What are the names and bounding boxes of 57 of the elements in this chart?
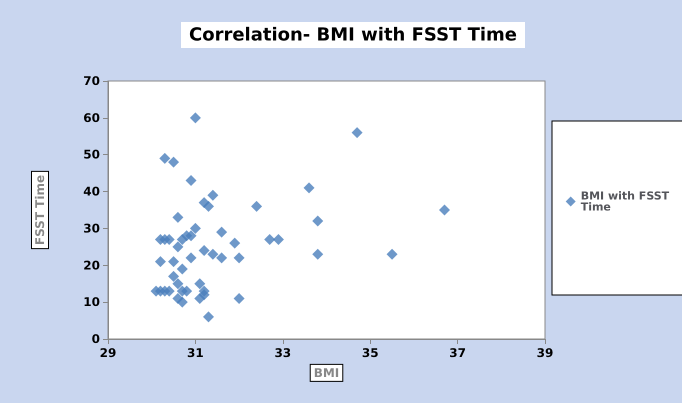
y-tick-label: 30 <box>83 221 100 236</box>
point <box>194 278 206 290</box>
point <box>203 200 214 212</box>
y-tick-label: 70 <box>83 74 100 88</box>
point <box>352 127 363 138</box>
y-tick-label: 60 <box>83 110 100 125</box>
point <box>164 286 175 297</box>
y-tick-label: 10 <box>83 295 100 310</box>
x-tick-label: 35 <box>362 346 379 360</box>
point <box>272 234 284 245</box>
point <box>186 230 197 242</box>
point <box>207 190 218 201</box>
y-axis-title: FSST Time <box>33 174 47 246</box>
point <box>312 216 324 227</box>
y-tick-label: 20 <box>83 258 100 272</box>
point <box>168 156 180 168</box>
point <box>304 182 315 194</box>
point <box>207 248 218 260</box>
point <box>186 175 197 186</box>
y-tick-label: 50 <box>83 148 100 162</box>
y-tick-label: 40 <box>83 184 100 199</box>
x-tick-label: 29 <box>100 346 116 360</box>
point <box>181 286 192 297</box>
point <box>264 234 276 245</box>
point <box>198 289 210 300</box>
x-tick-label: 37 <box>449 346 466 360</box>
x-axis-title: BMI <box>314 366 340 380</box>
point <box>312 248 324 260</box>
point <box>203 311 214 322</box>
point <box>172 278 184 290</box>
x-tick-label: 39 <box>536 346 554 360</box>
point <box>154 256 166 268</box>
point <box>438 204 450 216</box>
point <box>198 245 210 256</box>
y-tick-label: 0 <box>92 332 100 346</box>
point <box>190 222 201 234</box>
point <box>251 200 262 212</box>
point <box>164 234 175 245</box>
point <box>229 238 240 249</box>
x-tick-label: 33 <box>274 346 292 360</box>
point <box>172 241 184 252</box>
point <box>386 248 398 260</box>
point <box>176 296 188 308</box>
point <box>190 112 201 124</box>
point <box>172 212 184 223</box>
point <box>216 252 228 264</box>
point <box>186 252 197 264</box>
point <box>159 152 170 164</box>
point <box>234 292 245 304</box>
point <box>168 270 180 282</box>
x-tick-label: 31 <box>187 346 204 360</box>
point <box>216 226 228 238</box>
point <box>234 252 245 264</box>
point <box>176 263 188 274</box>
point <box>168 256 180 268</box>
legend-label: BMI with FSST Time <box>580 190 674 214</box>
chart-title: Correlation- BMI with FSST Time <box>189 24 517 46</box>
